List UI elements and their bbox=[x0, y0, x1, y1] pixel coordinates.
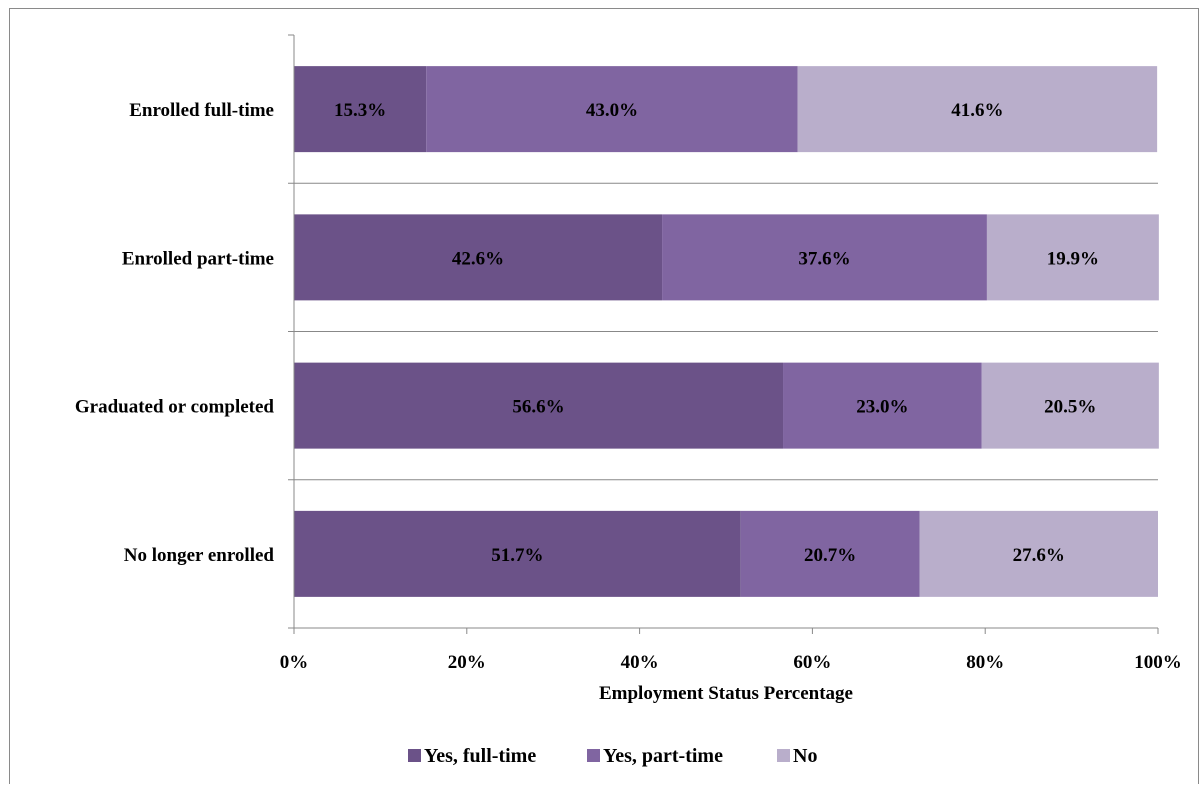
legend-label: Yes, part-time bbox=[603, 745, 723, 767]
category-label: Enrolled full-time bbox=[129, 100, 274, 121]
data-label: 37.6% bbox=[798, 248, 850, 269]
bar-segment bbox=[294, 362, 784, 449]
bar-segment bbox=[783, 362, 982, 449]
data-label: 56.6% bbox=[512, 397, 564, 418]
category-labels: Enrolled full-time Enrolled part-time Grad… bbox=[75, 100, 275, 566]
x-tick-label: 20% bbox=[448, 652, 486, 673]
data-label: 27.6% bbox=[1013, 545, 1065, 566]
x-tick-label: 80% bbox=[966, 652, 1004, 673]
data-label: 51.7% bbox=[491, 545, 543, 566]
data-label: 41.6% bbox=[951, 100, 1003, 121]
data-label: 20.7% bbox=[804, 545, 856, 566]
x-axis-title: Employment Status Percentage bbox=[599, 683, 853, 704]
x-ticks: 0% 20% 40% 60% 80% 100% bbox=[280, 628, 1182, 673]
x-tick-label: 0% bbox=[280, 652, 309, 673]
bar-segment bbox=[919, 510, 1158, 597]
category-label: Graduated or completed bbox=[75, 397, 275, 418]
bar-segment bbox=[981, 362, 1159, 449]
category-label: No longer enrolled bbox=[124, 545, 275, 566]
data-label: 42.6% bbox=[452, 248, 504, 269]
x-tick-label: 60% bbox=[793, 652, 831, 673]
bar-segment bbox=[797, 66, 1158, 153]
legend: Yes, full-time Yes, part-time No bbox=[408, 745, 817, 767]
data-label: 15.3% bbox=[334, 100, 386, 121]
bar-segment bbox=[294, 214, 663, 301]
data-label: 23.0% bbox=[856, 397, 908, 418]
category-separators bbox=[288, 34, 1158, 629]
bar-segment bbox=[662, 214, 987, 301]
data-label: 20.5% bbox=[1044, 397, 1096, 418]
legend-swatch bbox=[587, 749, 600, 762]
legend-label: No bbox=[793, 745, 817, 767]
data-label: 19.9% bbox=[1047, 248, 1099, 269]
category-label: Enrolled part-time bbox=[122, 248, 274, 269]
bar-segment bbox=[426, 66, 798, 153]
data-label: 43.0% bbox=[586, 100, 638, 121]
x-tick-label: 40% bbox=[621, 652, 659, 673]
legend-label: Yes, full-time bbox=[424, 745, 536, 767]
axes-group bbox=[293, 35, 1158, 629]
bar-segment bbox=[294, 510, 741, 597]
bars-group: 15.3% 43.0% 41.6% 42.6% 37.6% 19.9% 56.6% 23.0%… bbox=[294, 66, 1159, 597]
legend-swatch bbox=[408, 749, 421, 762]
bar-segment bbox=[740, 510, 920, 597]
x-tick-label: 100% bbox=[1134, 652, 1182, 673]
legend-swatch bbox=[777, 749, 790, 762]
bar-segment bbox=[986, 214, 1159, 301]
bar-segment bbox=[294, 66, 427, 153]
